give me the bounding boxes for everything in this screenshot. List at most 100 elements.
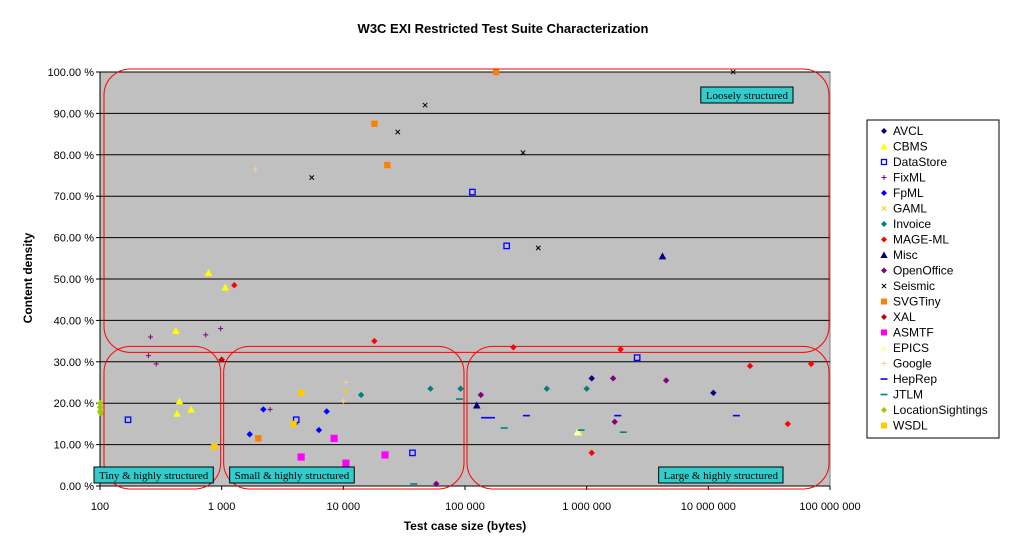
data-point-datastore	[503, 242, 511, 250]
data-point-fixml	[267, 406, 273, 412]
data-point-datastore	[409, 449, 416, 457]
data-point-mage-ml	[588, 449, 595, 457]
svg-text:HepRep: HepRep	[893, 372, 937, 386]
svg-text:Small & highly structured: Small & highly structured	[235, 470, 350, 482]
series-cbms	[172, 268, 583, 436]
data-point-openoffice	[477, 391, 485, 399]
data-point-cbms	[221, 283, 230, 291]
legend-entry-locationsightings: LocationSightings	[881, 403, 988, 417]
legend-entry-mage-ml: MAGE-ML	[881, 233, 949, 247]
data-point-locationsightings	[96, 404, 104, 411]
legend-entry-cbms: CBMS	[880, 140, 928, 154]
y-tick-label: 20.00 %	[54, 398, 95, 410]
region-label-tiny-highly-structured: Tiny & highly structured	[93, 466, 214, 484]
data-point-mage-ml	[746, 362, 754, 370]
data-point-locationsightings	[96, 400, 104, 407]
legend-entry-fixml: FixML	[881, 171, 926, 185]
series-misc	[472, 252, 667, 409]
series-openoffice	[433, 375, 670, 488]
legend-entry-google: Google	[881, 357, 932, 371]
series-heprep	[481, 414, 740, 419]
data-point-misc	[472, 401, 481, 409]
data-point-epics	[573, 428, 582, 436]
data-point-avcl	[710, 389, 717, 397]
legend-entry-epics: EPICS	[880, 341, 929, 355]
series-fixml	[145, 326, 273, 412]
series-mage-ml	[218, 282, 815, 457]
data-point-mage-ml	[371, 337, 378, 345]
series-seismic	[309, 69, 736, 251]
data-point-seismic	[422, 102, 428, 108]
legend-box	[866, 119, 1000, 439]
series-avcl	[588, 375, 717, 397]
data-point-svgtiny	[255, 435, 262, 442]
svg-text:EPICS: EPICS	[893, 341, 929, 355]
data-point-seismic	[730, 69, 736, 75]
legend-entry-datastore: DataStore	[880, 155, 947, 169]
svg-text:AVCL: AVCL	[893, 124, 924, 138]
legend-entry-gaml: GAML	[881, 202, 927, 216]
data-point-cbms	[175, 397, 184, 405]
data-point-openoffice	[433, 480, 440, 488]
data-point-svgtiny	[371, 120, 378, 127]
legend-entry-misc: Misc	[880, 248, 918, 262]
data-point-mage-ml	[231, 282, 238, 289]
data-point-cbms	[187, 405, 195, 413]
svg-text:Seismic: Seismic	[893, 279, 935, 293]
series-locationsightings	[96, 400, 105, 417]
data-point-invoice	[357, 391, 365, 399]
svg-text:Large & highly structured: Large & highly structured	[664, 470, 779, 482]
data-point-wsdl	[297, 389, 305, 397]
svg-text:JTLM: JTLM	[893, 388, 923, 402]
legend-entry-openoffice: OpenOffice	[881, 264, 954, 278]
data-point-invoice	[543, 385, 550, 392]
data-point-google	[340, 398, 346, 404]
data-point-seismic	[535, 245, 541, 251]
data-point-invoice	[427, 385, 434, 392]
svg-text:DataStore: DataStore	[893, 155, 947, 169]
svg-text:OpenOffice: OpenOffice	[893, 264, 954, 278]
legend-entry-invoice: Invoice	[881, 217, 931, 231]
y-tick-label: 90.00 %	[54, 108, 95, 120]
data-point-fpml	[323, 408, 330, 415]
y-tick-label: 100.00 %	[48, 67, 95, 79]
data-point-gaml	[343, 388, 349, 394]
data-point-cbms	[204, 268, 213, 276]
data-point-mage-ml	[617, 346, 624, 353]
y-tick-label: 80.00 %	[54, 150, 95, 162]
y-tick-label: 40.00 %	[54, 315, 95, 327]
legend-entry-seismic: Seismic	[881, 279, 935, 293]
svg-text:Google: Google	[893, 357, 932, 371]
data-point-invoice	[457, 385, 464, 392]
data-point-asmtf	[330, 434, 338, 442]
data-point-avcl	[588, 375, 595, 382]
legend-entry-xal: XAL	[881, 310, 916, 324]
data-point-google	[343, 380, 349, 385]
svg-text:FixML: FixML	[893, 171, 926, 185]
data-point-seismic	[520, 150, 526, 156]
series-invoice	[357, 385, 590, 399]
data-point-mage-ml	[807, 360, 815, 368]
data-point-locationsightings	[97, 410, 105, 417]
data-point-mage-ml	[510, 344, 517, 351]
data-point-invoice	[583, 385, 590, 392]
x-tick-label: 10 000 000	[681, 501, 736, 513]
y-tick-label: 60.00 %	[54, 233, 95, 245]
data-point-fpml	[315, 426, 323, 434]
data-point-svgtiny	[384, 161, 391, 169]
data-point-openoffice	[662, 377, 670, 384]
svg-text:SVGTiny: SVGTiny	[893, 295, 941, 309]
data-point-cbms	[173, 409, 181, 417]
svg-text:WSDL: WSDL	[893, 419, 928, 433]
x-tick-label: 100	[91, 501, 109, 513]
data-point-datastore	[124, 416, 132, 424]
legend-entry-svgtiny: SVGTiny	[881, 295, 941, 309]
svg-text:GAML: GAML	[893, 202, 927, 216]
series-epics	[573, 428, 582, 436]
data-point-seismic	[309, 175, 315, 181]
data-point-openoffice	[611, 418, 618, 426]
svg-text:LocationSightings: LocationSightings	[893, 403, 988, 417]
data-point-fixml	[203, 332, 209, 338]
